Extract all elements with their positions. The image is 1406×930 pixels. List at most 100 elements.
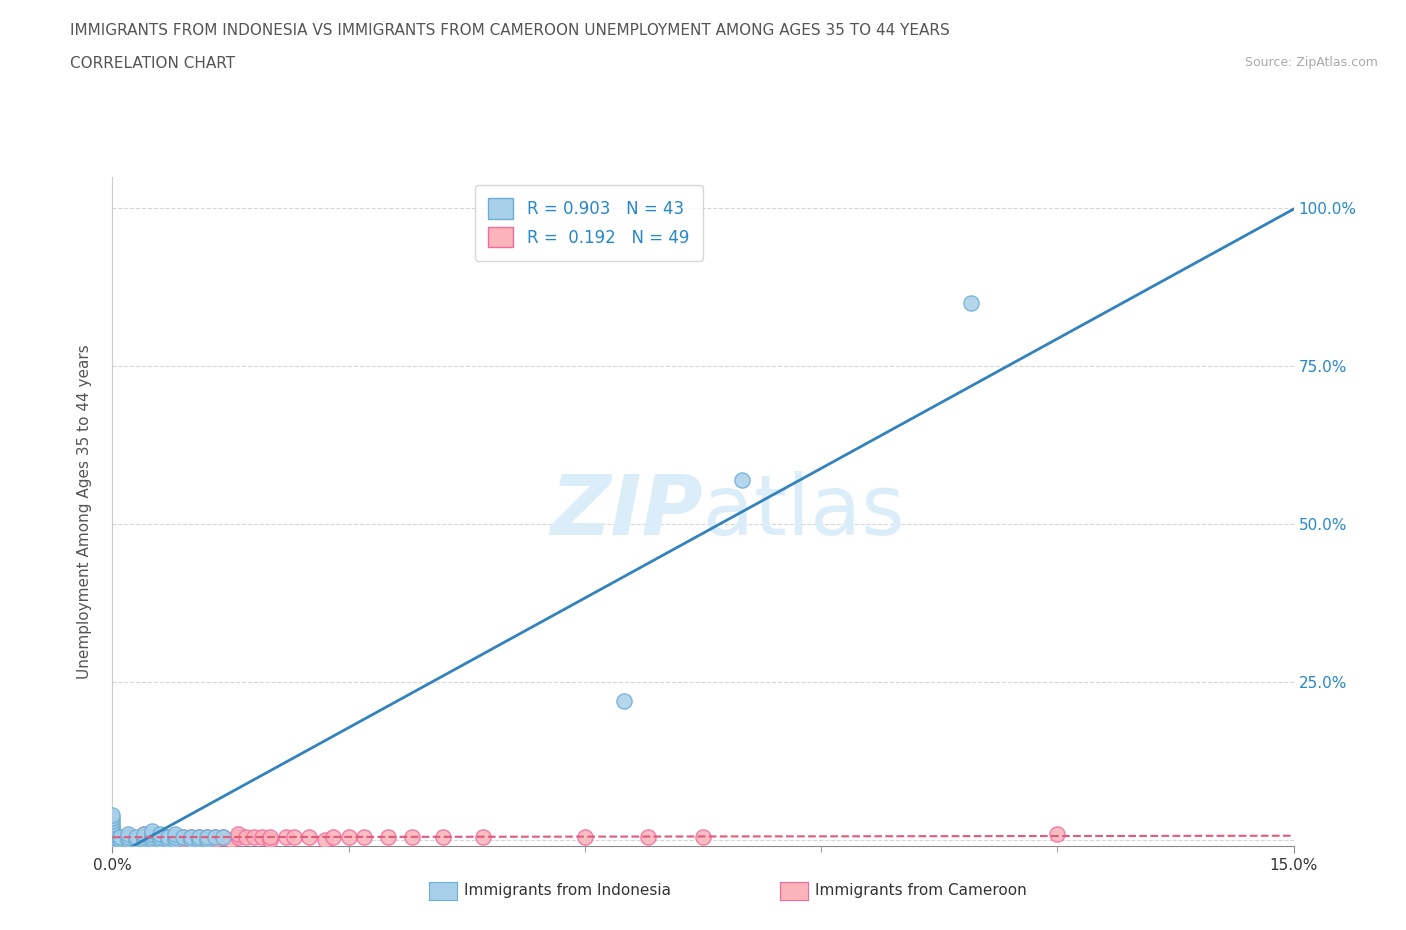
Point (180, 832, 202, 847)
Point (125, 832, 148, 847)
Point (211, 830, 233, 844)
Point (228, 830, 250, 844)
Point (117, 830, 139, 844)
Point (149, 830, 172, 844)
Point (141, 823, 163, 838)
Point (172, 830, 194, 844)
Point (188, 830, 211, 844)
Text: Immigrants from Cameroon: Immigrants from Cameroon (815, 884, 1028, 898)
Point (211, 830, 233, 844)
Legend: R = 0.903   N = 43, R =  0.192   N = 49: R = 0.903 N = 43, R = 0.192 N = 49 (475, 185, 703, 260)
Point (637, 830, 659, 844)
Text: IMMIGRANTS FROM INDONESIA VS IMMIGRANTS FROM CAMEROON UNEMPLOYMENT AMONG AGES 35: IMMIGRANTS FROM INDONESIA VS IMMIGRANTS … (70, 23, 950, 38)
Point (101, 830, 124, 844)
Point (471, 830, 494, 844)
Point (110, 830, 132, 844)
Text: atlas: atlas (703, 471, 904, 552)
Point (156, 832, 179, 847)
Point (337, 830, 360, 844)
Point (353, 830, 375, 844)
Point (195, 832, 218, 847)
Point (101, 832, 124, 847)
Point (195, 830, 218, 844)
Point (110, 832, 132, 847)
Point (117, 826, 139, 841)
Point (101, 826, 124, 841)
Point (314, 832, 336, 847)
Point (219, 832, 242, 847)
Point (274, 830, 297, 844)
Point (180, 830, 202, 844)
Point (228, 826, 250, 841)
Point (165, 826, 187, 841)
Text: Source: ZipAtlas.com: Source: ZipAtlas.com (1244, 56, 1378, 69)
Point (149, 832, 172, 847)
Point (432, 830, 454, 844)
Point (165, 830, 187, 844)
Point (204, 830, 226, 844)
Point (322, 830, 344, 844)
Point (195, 830, 218, 844)
Point (132, 826, 155, 841)
Point (959, 296, 981, 311)
Point (156, 830, 179, 844)
Point (283, 830, 305, 844)
Point (101, 832, 124, 847)
Point (101, 807, 124, 822)
Point (298, 830, 321, 844)
Point (101, 823, 124, 838)
Point (149, 826, 172, 841)
Point (156, 830, 179, 844)
Point (165, 832, 187, 847)
Point (101, 823, 124, 838)
Point (132, 826, 155, 841)
Point (101, 820, 124, 835)
Point (149, 832, 172, 847)
Point (125, 832, 148, 847)
Text: Immigrants from Indonesia: Immigrants from Indonesia (464, 884, 671, 898)
Point (125, 830, 148, 844)
Point (204, 830, 226, 844)
Point (117, 832, 139, 847)
Point (132, 832, 155, 847)
Point (132, 830, 155, 844)
Point (101, 830, 124, 844)
Point (1046, 826, 1069, 841)
Point (204, 832, 226, 847)
Point (574, 830, 596, 844)
Point (235, 830, 257, 844)
Point (117, 830, 139, 844)
Point (165, 832, 187, 847)
Point (613, 694, 636, 709)
Point (180, 832, 202, 847)
Point (401, 830, 423, 844)
Point (101, 820, 124, 835)
Point (156, 832, 179, 847)
Point (101, 810, 124, 825)
Point (243, 830, 266, 844)
Point (141, 830, 163, 844)
Point (188, 830, 211, 844)
Point (259, 832, 281, 847)
Point (132, 830, 155, 844)
Point (165, 830, 187, 844)
Point (141, 832, 163, 847)
Text: ZIP: ZIP (550, 471, 703, 552)
Point (101, 817, 124, 831)
Point (101, 826, 124, 841)
Point (141, 826, 163, 841)
Point (101, 814, 124, 829)
Point (188, 832, 211, 847)
Text: CORRELATION CHART: CORRELATION CHART (70, 56, 235, 71)
Y-axis label: Unemployment Among Ages 35 to 44 years: Unemployment Among Ages 35 to 44 years (77, 344, 91, 679)
Point (149, 830, 172, 844)
Point (180, 830, 202, 844)
Point (377, 830, 399, 844)
Point (172, 832, 194, 847)
Point (250, 830, 273, 844)
Point (259, 830, 281, 844)
Point (141, 832, 163, 847)
Point (731, 472, 754, 487)
Point (141, 830, 163, 844)
Point (692, 830, 714, 844)
